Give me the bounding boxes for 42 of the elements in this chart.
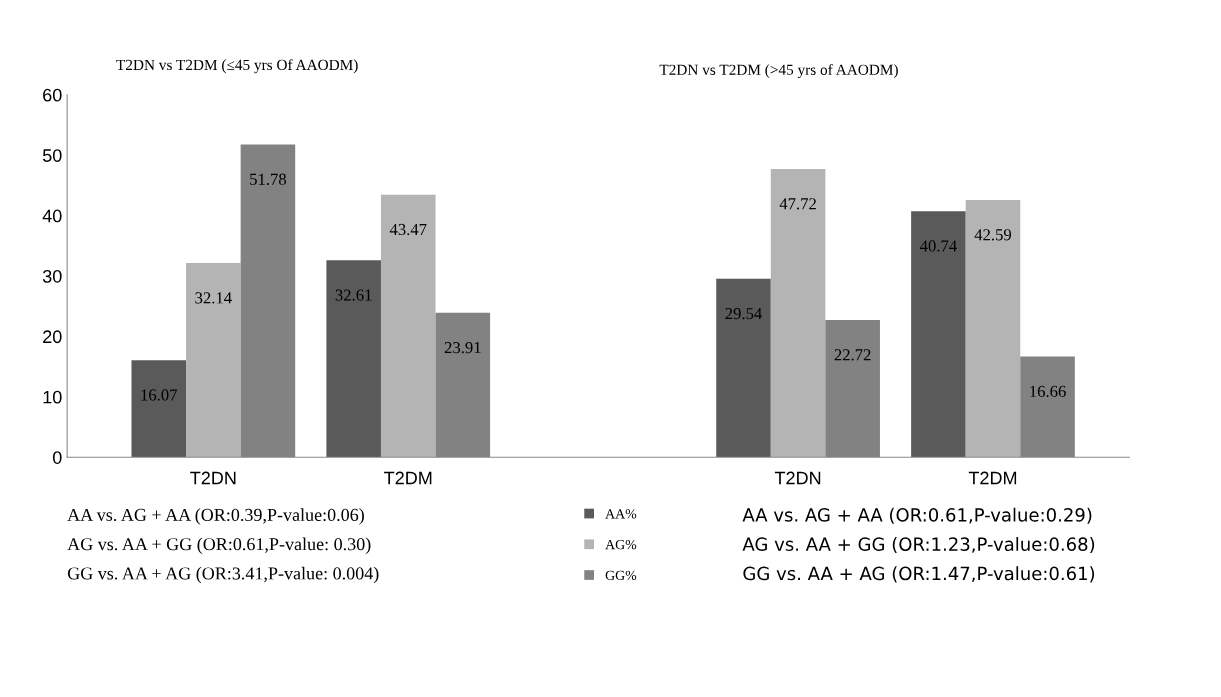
y-tick-label: 30 (42, 269, 62, 283)
text: AA vs. AG + AA (OR:0.61,P-value:0.29) (742, 507, 1092, 524)
bar (716, 278, 771, 458)
data-label: 32.14 (195, 292, 232, 304)
data-label: 29.54 (725, 308, 762, 320)
y-tick-label: 50 (42, 149, 62, 162)
text: GG vs. AA + AG (OR:3.41,P-value: 0.004) (67, 566, 379, 584)
data-label: 51.78 (250, 173, 287, 185)
data-label: 22.72 (834, 349, 871, 361)
chart-subtitle: T2DN vs T2DM (>45 yrs of AAODM) (659, 64, 898, 79)
bar (965, 199, 1021, 458)
x-tick-label: T2DM (384, 471, 432, 485)
data-label: 47.72 (779, 198, 816, 210)
legend-label: AA% (605, 509, 637, 519)
bar (770, 168, 826, 458)
data-label: 16.66 (1030, 385, 1066, 398)
data-label: 40.74 (919, 240, 957, 252)
data-label: 23.91 (444, 342, 481, 354)
bar (186, 263, 241, 458)
bar (911, 211, 966, 458)
x-tick-label: T2DM (968, 471, 1017, 485)
data-label: 43.47 (389, 223, 427, 236)
text: AG vs. AA + GG (OR:1.23,P-value:0.68) (742, 537, 1095, 554)
y-tick-label: 10 (43, 390, 62, 404)
y-tick-label: 20 (43, 330, 62, 344)
bar (380, 194, 436, 458)
x-tick-label: T2DN (190, 471, 236, 485)
y-tick-label: 40 (42, 209, 62, 223)
y-tick-label: 60 (43, 88, 62, 102)
text: AA vs. AG + AA (OR:0.39,P-value:0.06) (67, 508, 364, 525)
text: GG vs. AA + AG (OR:1.47,P-value:0.61) (743, 566, 1095, 583)
x-tick-label: T2DN (774, 471, 821, 485)
y-tick-label: 0 (52, 451, 62, 464)
data-label: 42.59 (974, 229, 1012, 241)
legend-label: AG% (605, 539, 637, 550)
legend-label: GG% (605, 570, 637, 581)
data-label: 16.07 (141, 389, 178, 401)
data-label: 32.61 (335, 289, 372, 301)
text: AG vs. AA + GG (OR:0.61,P-value: 0.30) (67, 537, 371, 554)
chart-title: T2DN vs T2DM (≤45 yrs Of AAODM) (116, 59, 358, 74)
bar (326, 260, 381, 458)
bar (131, 360, 187, 458)
